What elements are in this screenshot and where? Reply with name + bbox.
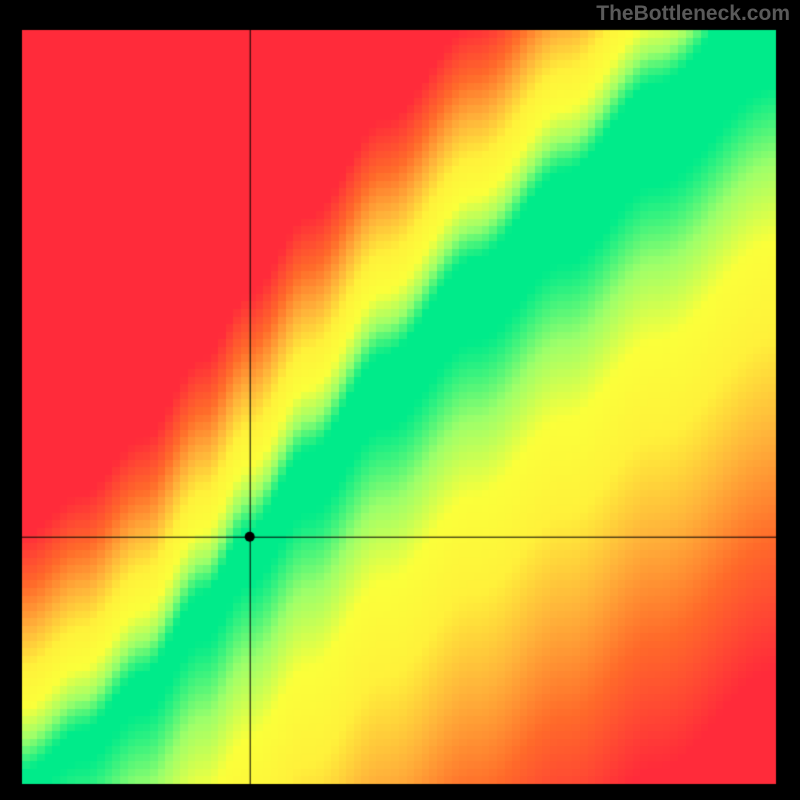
chart-container: { "watermark": { "text": "TheBottleneck.…: [0, 0, 800, 800]
watermark-text: TheBottleneck.com: [596, 2, 790, 26]
bottleneck-heatmap: [0, 0, 800, 800]
